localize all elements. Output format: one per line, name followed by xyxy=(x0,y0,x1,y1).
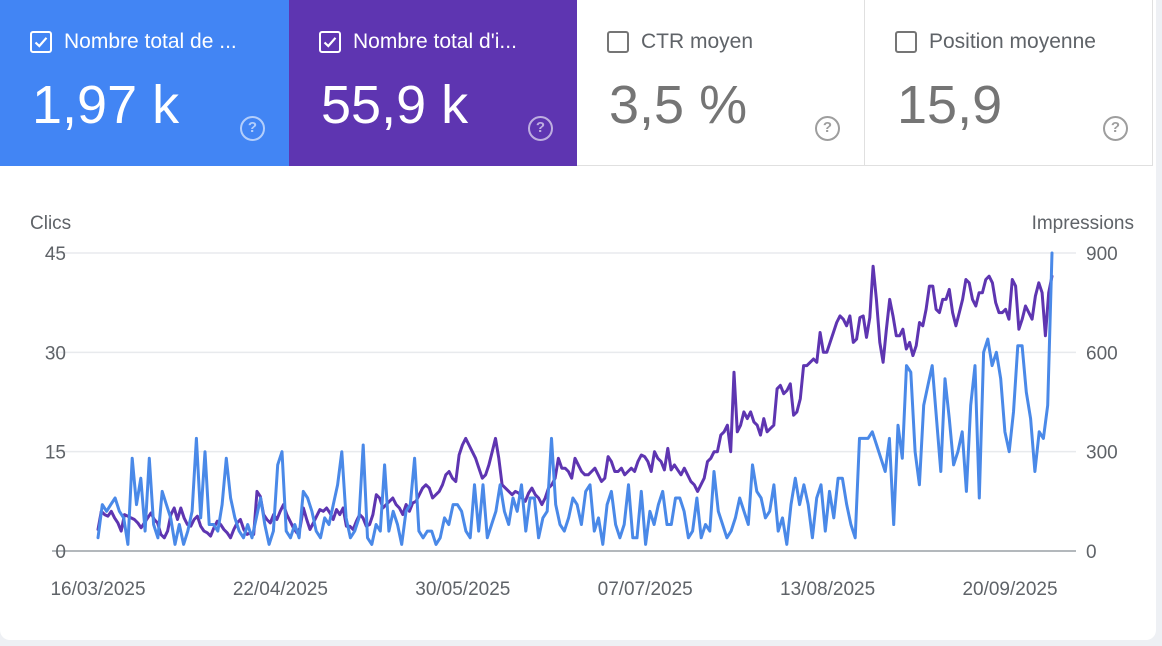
metric-value: 15,9 xyxy=(897,75,1003,135)
metric-total-clicks[interactable]: Nombre total de ... 1,97 k ? xyxy=(0,0,289,166)
metric-label: Position moyenne xyxy=(929,30,1096,53)
x-tick-label: 20/09/2025 xyxy=(962,579,1057,600)
x-tick-label: 16/03/2025 xyxy=(50,579,145,600)
y2-tick-label: 900 xyxy=(1086,244,1118,265)
y-tick-label: 45 xyxy=(45,244,66,265)
series-line-impressions xyxy=(96,264,1054,540)
checkbox-checked-icon[interactable] xyxy=(30,31,52,53)
performance-chart: Clics Impressions 0 0 15 300 30 600 45 900 16/03… xyxy=(30,213,1134,600)
metric-average-ctr[interactable]: CTR moyen 3,5 % ? xyxy=(577,0,865,166)
help-icon[interactable]: ? xyxy=(815,116,840,141)
y2-tick-label: 0 xyxy=(1086,542,1097,563)
metric-value: 1,97 k xyxy=(32,75,180,135)
axis-tick-labels: 0 0 15 300 30 600 45 900 16/03/2025 22/04/2025 30/… xyxy=(45,244,1118,600)
right-axis-title: Impressions xyxy=(1032,213,1134,234)
metric-label: Nombre total d'i... xyxy=(353,30,517,53)
y-tick-label: 0 xyxy=(55,542,66,563)
y-tick-label: 15 xyxy=(45,443,66,464)
checkbox-unchecked-icon[interactable] xyxy=(607,31,629,53)
x-tick-label: 22/04/2025 xyxy=(233,579,328,600)
help-icon[interactable]: ? xyxy=(240,116,265,141)
y2-tick-label: 600 xyxy=(1086,343,1118,364)
y-tick-label: 30 xyxy=(45,343,66,364)
x-tick-label: 13/08/2025 xyxy=(780,579,875,600)
help-icon[interactable]: ? xyxy=(1103,116,1128,141)
metric-total-impressions[interactable]: Nombre total d'i... 55,9 k ? xyxy=(289,0,577,166)
metric-label: Nombre total de ... xyxy=(64,30,237,53)
y2-tick-label: 300 xyxy=(1086,443,1118,464)
left-axis-title: Clics xyxy=(30,213,71,234)
metric-tiles: Nombre total de ... 1,97 k ? Nombre tota… xyxy=(0,0,1156,166)
help-icon[interactable]: ? xyxy=(528,116,553,141)
metric-value: 3,5 % xyxy=(609,75,748,135)
chart-gridlines xyxy=(52,252,1076,552)
series-line-clicks xyxy=(96,251,1054,546)
checkbox-unchecked-icon[interactable] xyxy=(895,31,917,53)
x-tick-label: 30/05/2025 xyxy=(415,579,510,600)
x-tick-label: 07/07/2025 xyxy=(598,579,693,600)
checkbox-checked-icon[interactable] xyxy=(319,31,341,53)
chart-series xyxy=(96,251,1054,546)
metric-average-position[interactable]: Position moyenne 15,9 ? xyxy=(865,0,1153,166)
metric-label: CTR moyen xyxy=(641,30,754,53)
metric-value: 55,9 k xyxy=(321,75,469,135)
